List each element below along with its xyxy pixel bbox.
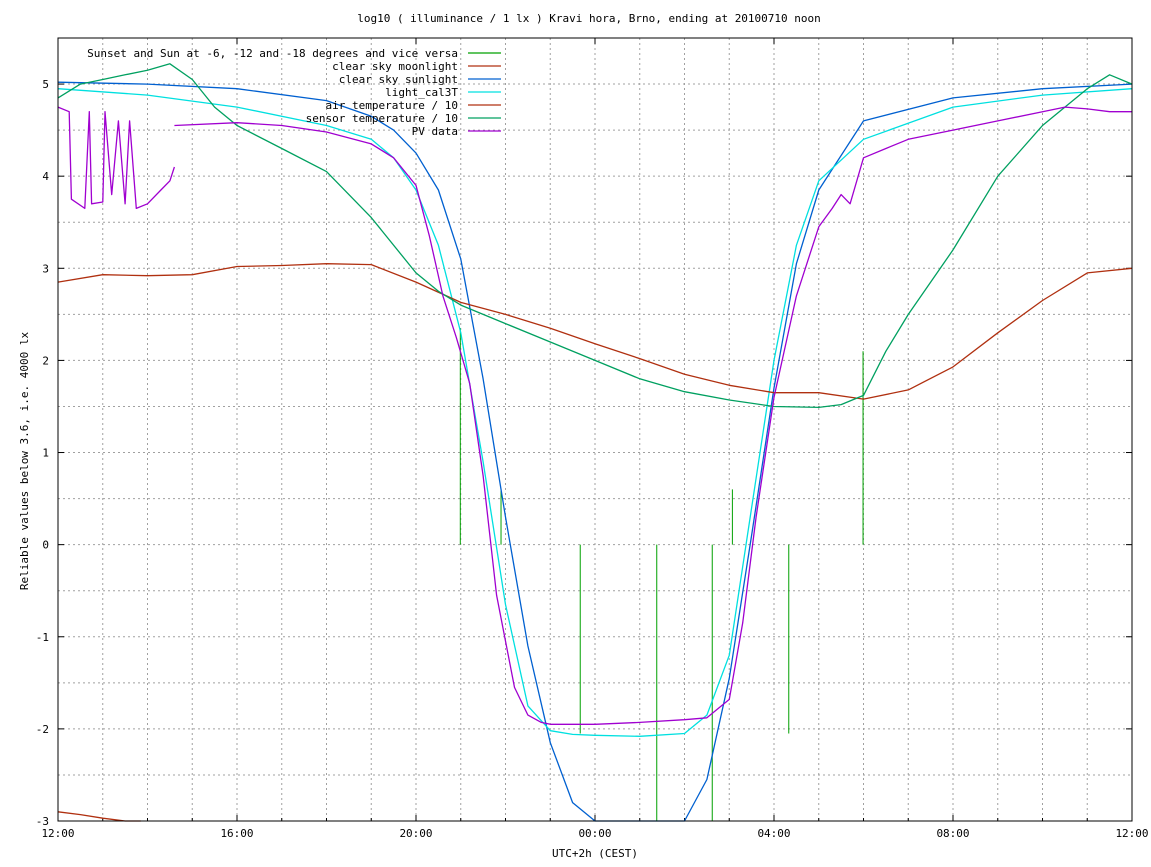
legend-label: light_cal3T [385, 86, 458, 99]
series-line [57, 63, 1133, 409]
legend-label: PV data [412, 125, 458, 138]
y-tick-label: 4 [42, 170, 49, 183]
legend-label: clear sky sunlight [339, 73, 458, 86]
y-axis-label: Reliable values below 3.6, i.e. 4000 lx [18, 331, 31, 590]
x-tick-label: 12:00 [41, 827, 74, 840]
series-line [57, 263, 1133, 400]
chart-title: log10 ( illuminance / 1 lx ) Kravi hora,… [357, 12, 821, 25]
x-tick-label: 04:00 [757, 827, 790, 840]
legend: Sunset and Sun at -6, -12 and -18 degree… [87, 47, 501, 138]
y-tick-label: -3 [36, 815, 49, 828]
x-tick-label: 00:00 [578, 827, 611, 840]
x-tick-label: 12:00 [1115, 827, 1148, 840]
y-tick-label: 3 [42, 262, 49, 275]
legend-label: air temperature / 10 [326, 99, 458, 112]
legend-label: Sunset and Sun at -6, -12 and -18 degree… [87, 47, 458, 60]
y-tick-label: -2 [36, 723, 49, 736]
series-group [57, 63, 1133, 822]
series-line [57, 88, 1133, 737]
series-line [57, 106, 176, 210]
x-tick-label: 08:00 [936, 827, 969, 840]
plot-frame [57, 37, 1133, 822]
series-line [174, 106, 1132, 725]
x-axis-label: UTC+2h (CEST) [552, 847, 638, 860]
y-tick-label: 2 [42, 354, 49, 367]
axis-ticks: 12:00 16:00 20:00 00:00 04:00 08:00 12:00 5 4 3 2 1… [36, 38, 1149, 840]
y-tick-label: 0 [42, 539, 49, 552]
y-tick-label: -1 [36, 631, 49, 644]
legend-label: clear sky moonlight [332, 60, 458, 73]
series-line [57, 811, 141, 822]
x-tick-label: 20:00 [399, 827, 432, 840]
y-tick-label: 5 [42, 78, 49, 91]
y-tick-label: 1 [42, 447, 49, 460]
x-tick-label: 16:00 [220, 827, 253, 840]
legend-label: sensor temperature / 10 [306, 112, 458, 125]
grid [58, 38, 1132, 821]
